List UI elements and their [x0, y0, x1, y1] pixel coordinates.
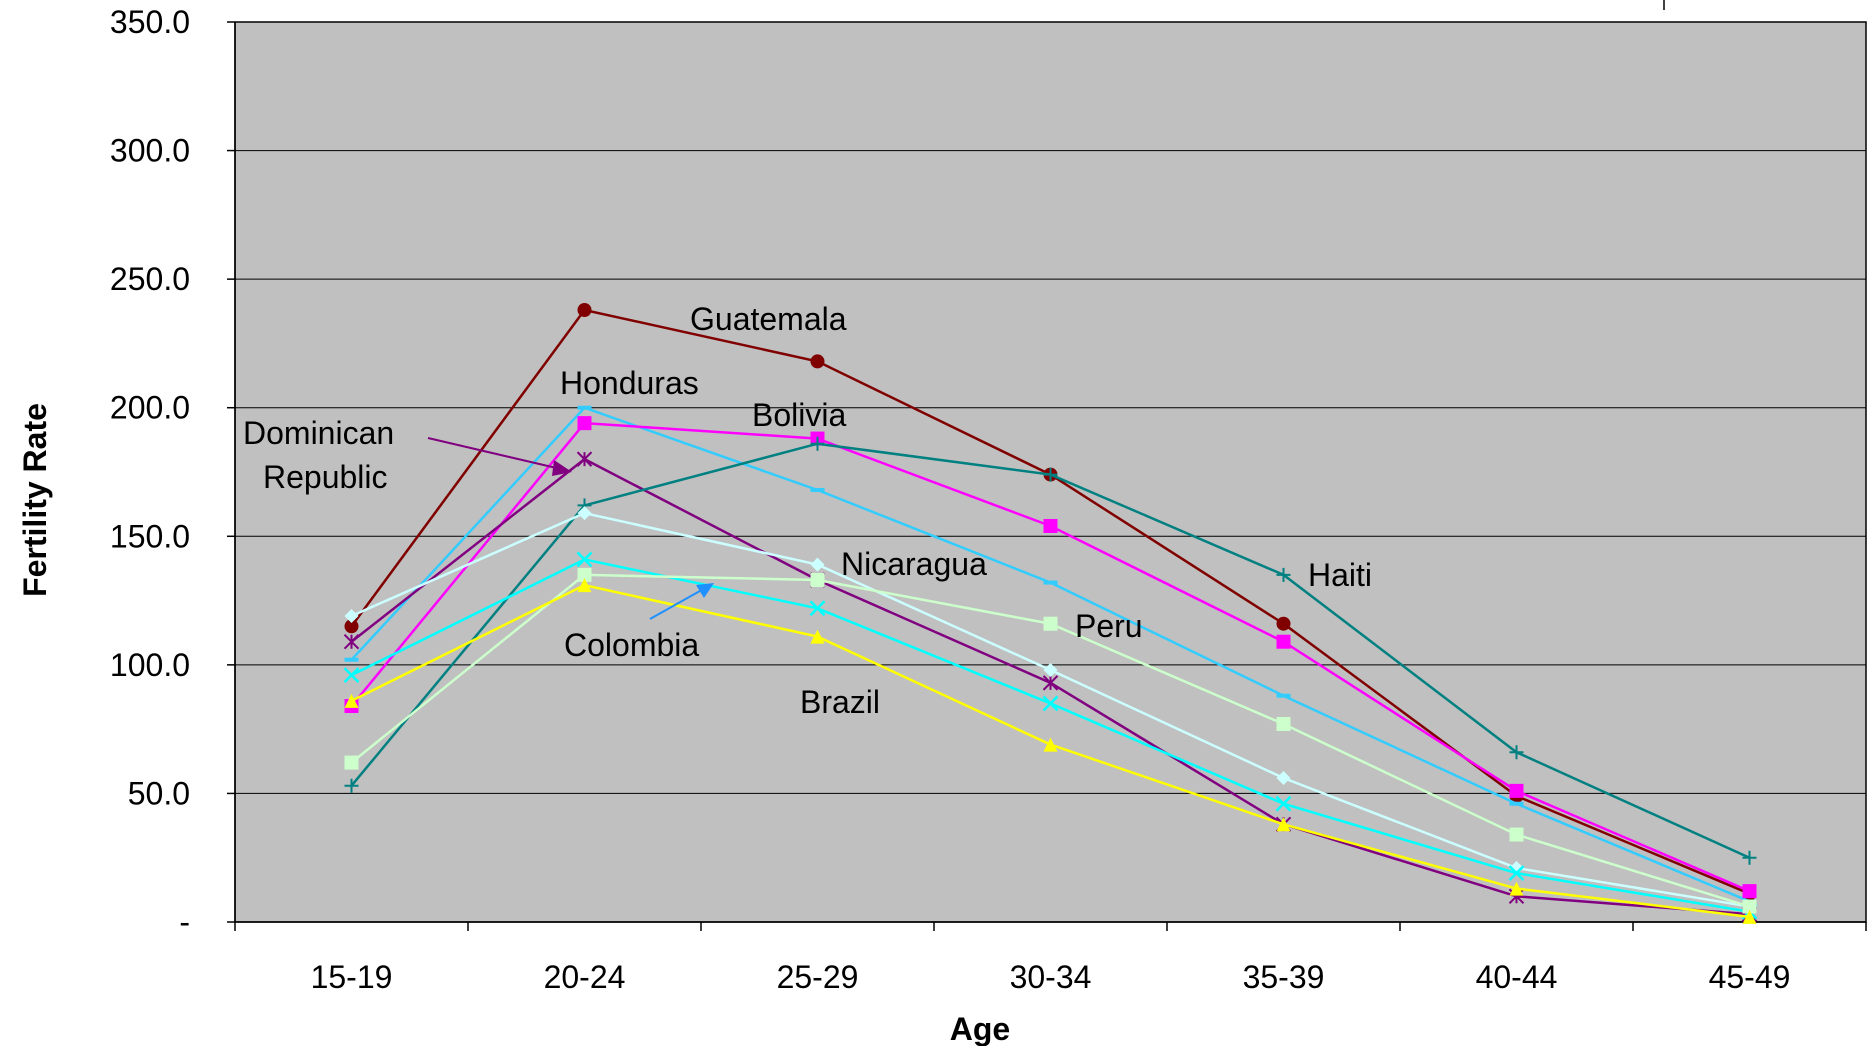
series-brazil	[344, 578, 1757, 924]
country-annotations: Guatemala Honduras Bolivia Dominican Rep…	[243, 301, 1372, 720]
colombia-point	[1275, 795, 1292, 812]
bolivia-point	[1509, 783, 1524, 798]
brazil-point	[1043, 737, 1058, 752]
series-honduras	[344, 405, 1757, 904]
peru-point	[1509, 827, 1524, 842]
y-tick-label: 350.0	[110, 4, 190, 40]
series-colombia	[343, 551, 1758, 920]
x-tick-label: 45-49	[1709, 959, 1791, 995]
dominican-republic-point	[343, 634, 360, 650]
colombia-arrowhead	[696, 583, 714, 598]
brazil-point	[577, 578, 592, 593]
annotation-haiti: Haiti	[1308, 557, 1372, 593]
x-tick-label: 20-24	[544, 959, 626, 995]
haiti-point	[1742, 850, 1757, 865]
colombia-point	[1042, 695, 1059, 712]
annotation-arrows	[427, 437, 714, 620]
colombia-point	[343, 667, 360, 684]
y-tick-label: 300.0	[110, 133, 190, 169]
series-haiti	[344, 436, 1757, 865]
x-tick-label: 35-39	[1243, 959, 1325, 995]
annotation-peru: Peru	[1075, 608, 1143, 644]
x-tick-label: 40-44	[1476, 959, 1558, 995]
bolivia-point	[1276, 634, 1291, 649]
axes	[234, 22, 1866, 923]
colombia-point	[576, 551, 593, 568]
y-tick-label: 150.0	[110, 518, 190, 554]
peru-point	[1276, 717, 1291, 731]
bolivia-point	[577, 416, 592, 431]
annotation-brazil: Brazil	[800, 684, 880, 720]
y-tick-label: 200.0	[110, 390, 190, 426]
brazil-point	[810, 629, 825, 644]
haiti-point	[344, 778, 359, 793]
y-axis-title: Fertility Rate	[17, 403, 53, 597]
annotation-honduras: Honduras	[560, 365, 699, 401]
guatemala-point	[1276, 616, 1291, 631]
nicaragua-point	[577, 506, 592, 521]
annotation-nicaragua: Nicaragua	[841, 546, 987, 582]
y-tick-label: -	[179, 904, 190, 940]
y-axis-ticks: - 50.0 100.0 150.0 200.0 250.0 300.0 350.0	[110, 4, 235, 940]
annotation-guatemala: Guatemala	[690, 301, 847, 337]
guatemala-point	[577, 303, 592, 317]
dominican-republic-arrowhead	[552, 460, 572, 476]
guatemala-point	[810, 354, 825, 369]
x-tick-label: 25-29	[777, 959, 859, 995]
series-peru	[344, 567, 1757, 914]
peru-point	[1742, 899, 1757, 914]
annotation-colombia: Colombia	[564, 627, 699, 663]
peru-point	[1043, 616, 1058, 631]
brazil-point	[1276, 817, 1291, 832]
dominican-republic-point	[1042, 675, 1059, 691]
haiti-point	[810, 436, 825, 451]
colombia-arrow	[649, 586, 708, 620]
y-tick-label: 50.0	[128, 775, 190, 811]
x-tick-label: 30-34	[1010, 959, 1092, 995]
peru-point	[810, 573, 825, 587]
peru-point	[577, 567, 592, 582]
y-tick-label: 100.0	[110, 647, 190, 683]
bolivia-point	[1043, 519, 1058, 533]
brazil-point	[1509, 881, 1524, 896]
y-tick-label: 250.0	[110, 261, 190, 297]
dominican-republic-arrow	[427, 437, 566, 471]
annotation-dominican: Dominican	[243, 415, 394, 451]
nicaragua-point	[1043, 663, 1058, 677]
peru-point	[344, 755, 359, 770]
series-lines	[343, 303, 1758, 924]
gridlines	[235, 150, 1866, 794]
annotation-republic: Republic	[263, 459, 388, 495]
brazil-point	[1742, 909, 1757, 924]
bolivia-point	[1742, 884, 1757, 899]
haiti-point	[1509, 745, 1524, 760]
dominican-republic-point	[576, 451, 593, 467]
guatemala-point	[344, 619, 359, 634]
x-tick-label: 15-19	[311, 959, 393, 995]
x-axis-ticks: 15-19 20-24 25-29 30-34 35-39 40-44 45-49	[234, 922, 1867, 995]
annotation-bolivia: Bolivia	[752, 397, 846, 433]
x-axis-title: Age	[950, 1011, 1010, 1046]
nicaragua-point	[1276, 771, 1291, 785]
haiti-point	[1276, 567, 1291, 582]
haiti-point	[1043, 467, 1058, 482]
colombia-point	[809, 600, 826, 617]
brazil-point	[344, 693, 359, 708]
nicaragua-point	[344, 609, 359, 623]
nicaragua-point	[810, 557, 825, 572]
colombia-point	[1508, 865, 1525, 882]
